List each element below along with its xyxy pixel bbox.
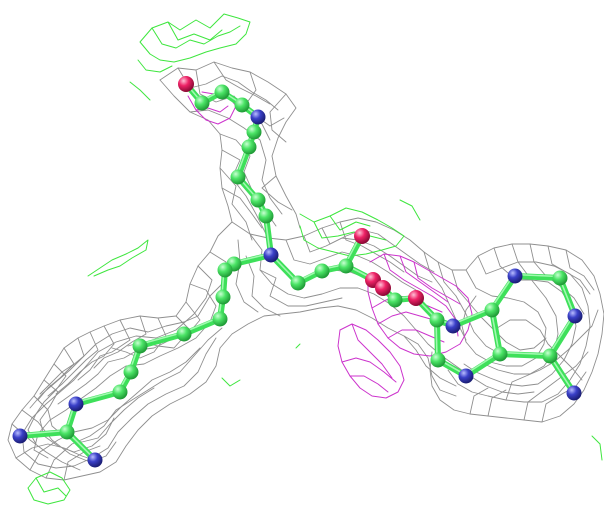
carbon-atom	[230, 169, 246, 185]
carbon-atom	[217, 262, 233, 278]
bond	[547, 313, 578, 359]
carbon-atom	[246, 124, 262, 140]
nitrogen-atom	[567, 308, 583, 324]
carbon-atom	[387, 292, 403, 308]
carbon-atom	[258, 208, 274, 224]
carbon-atom	[212, 311, 228, 327]
carbon-atom	[215, 289, 231, 305]
nitrogen-atom	[458, 368, 474, 384]
nitrogen-atom	[445, 318, 461, 334]
bond	[497, 351, 553, 359]
nitrogen-atom	[566, 385, 582, 401]
carbon-atom	[290, 275, 306, 291]
oxygen-atom	[375, 280, 391, 296]
carbon-atom	[176, 326, 192, 342]
ligand-atoms	[12, 76, 583, 468]
carbon-atom	[241, 139, 257, 155]
carbon-atom	[314, 263, 330, 279]
carbon-atom	[429, 312, 445, 328]
nitrogen-atom	[263, 247, 279, 263]
carbon-atom	[338, 258, 354, 274]
carbon-atom	[484, 302, 500, 318]
nitrogen-atom	[12, 428, 28, 444]
carbon-atom	[542, 348, 558, 364]
oxygen-atom	[408, 290, 424, 306]
carbon-atom	[194, 95, 210, 111]
nitrogen-atom	[87, 452, 103, 468]
carbon-atom	[132, 338, 148, 354]
bond	[137, 331, 187, 349]
density-mesh-green	[27, 13, 603, 505]
carbon-atom	[492, 346, 508, 362]
carbon-atom	[214, 84, 230, 100]
ligand-bonds	[17, 81, 578, 463]
oxygen-atom	[354, 228, 370, 244]
carbon-atom	[552, 270, 568, 286]
carbon-atom	[430, 352, 446, 368]
oxygen-atom	[178, 76, 194, 92]
carbon-atom	[123, 364, 139, 380]
bond	[17, 429, 70, 439]
carbon-atom	[250, 192, 266, 208]
nitrogen-atom	[507, 268, 523, 284]
carbon-atom	[234, 97, 250, 113]
bond	[512, 273, 563, 281]
nitrogen-atom	[250, 109, 266, 125]
nitrogen-atom	[68, 396, 84, 412]
carbon-atom	[59, 424, 75, 440]
carbon-atom	[112, 384, 128, 400]
bond	[73, 389, 123, 407]
